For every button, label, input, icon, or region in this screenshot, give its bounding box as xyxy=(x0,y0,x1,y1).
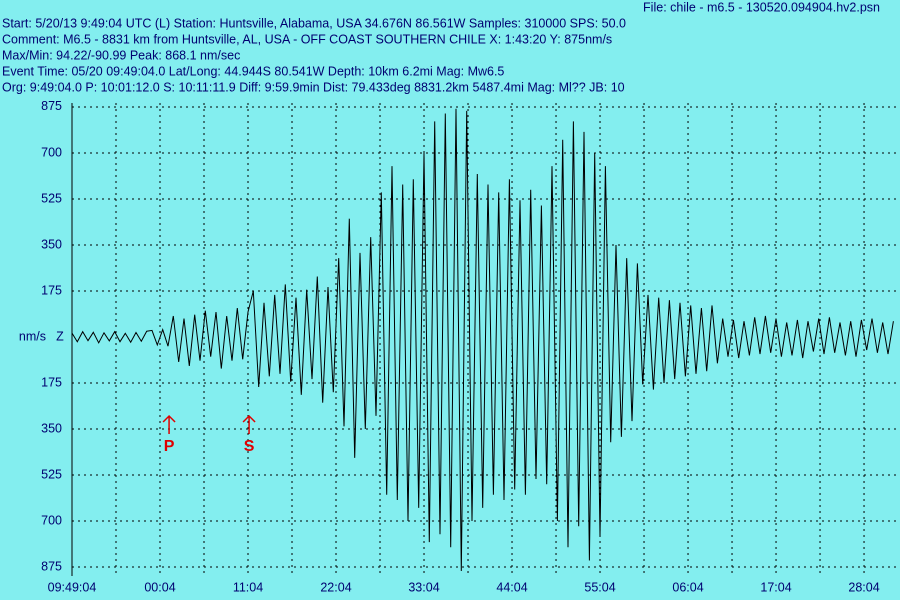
x-tick-label: 33:04 xyxy=(408,580,439,594)
y-tick-label: 700 xyxy=(41,513,62,527)
phase-label: P xyxy=(164,438,175,455)
header-line: Start: 5/20/13 9:49:04 UTC (L) Station: … xyxy=(2,16,626,30)
component-label: Z xyxy=(56,329,64,343)
phase-arrow xyxy=(162,414,176,434)
x-tick-label: 00:04 xyxy=(144,580,175,594)
y-tick-label: 875 xyxy=(41,99,62,113)
y-tick-label: 175 xyxy=(41,283,62,297)
x-tick-label: 28:04 xyxy=(848,580,879,594)
waveform xyxy=(71,108,894,572)
header-line: Max/Min: 94.22/-90.99 Peak: 868.1 nm/sec xyxy=(2,48,240,62)
x-tick-label: 44:04 xyxy=(496,580,527,594)
x-tick-label: 09:49:04 xyxy=(48,580,97,594)
y-tick-label: 350 xyxy=(41,237,62,251)
x-tick-label: 06:04 xyxy=(672,580,703,594)
y-tick-label: 875 xyxy=(41,559,62,573)
y-axis-label: nm/s xyxy=(19,329,46,343)
x-tick-label: 11:04 xyxy=(233,580,263,594)
y-tick-label: 700 xyxy=(41,145,62,159)
phase-label: S xyxy=(244,438,255,455)
phase-arrow xyxy=(242,414,256,434)
y-tick-label: 525 xyxy=(41,467,62,481)
header-line: Comment: M6.5 - 8831 km from Huntsville,… xyxy=(2,32,612,46)
x-tick-label: 17:04 xyxy=(760,580,791,594)
file-name: File: chile - m6.5 - 130520.094904.hv2.p… xyxy=(643,0,880,14)
y-tick-label: 350 xyxy=(41,421,62,435)
y-tick-label: 175 xyxy=(41,375,62,389)
header-line: Org: 9:49:04.0 P: 10:01:12.0 S: 10:11:11… xyxy=(2,80,625,94)
y-tick-label: 525 xyxy=(41,191,62,205)
x-tick-label: 22:04 xyxy=(320,580,351,594)
x-tick-label: 55:04 xyxy=(584,580,615,594)
header-line: Event Time: 05/20 09:49:04.0 Lat/Long: 4… xyxy=(2,64,504,78)
